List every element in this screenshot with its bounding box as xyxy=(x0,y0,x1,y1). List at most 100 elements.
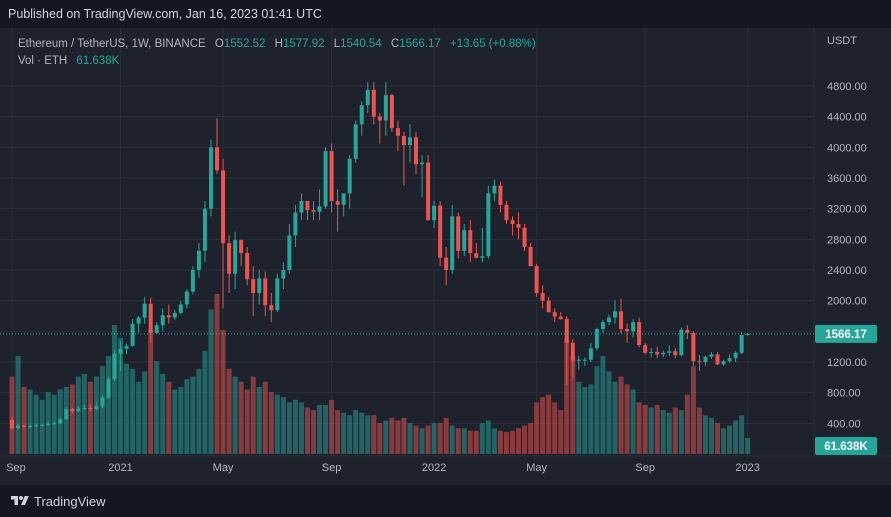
candle-body xyxy=(389,95,394,129)
volume-bar xyxy=(142,371,148,454)
candlestick-chart[interactable]: USDT400.00800.001200.001600.002000.00240… xyxy=(0,28,891,485)
volume-bar xyxy=(341,412,347,454)
candle-body xyxy=(227,243,232,274)
volume-bar xyxy=(702,415,708,454)
volume-bar xyxy=(516,428,522,454)
volume-bar xyxy=(648,407,654,454)
candle-body xyxy=(371,89,376,117)
candle-body xyxy=(679,329,684,356)
candle-body xyxy=(450,216,455,270)
candle-body xyxy=(130,323,135,346)
candle-body xyxy=(112,353,117,379)
candle-body xyxy=(456,216,461,251)
volume-bar xyxy=(160,374,166,454)
volume-bar xyxy=(594,366,600,454)
volume-bar xyxy=(226,368,232,454)
volume-bar xyxy=(184,379,190,454)
candle-body xyxy=(661,352,666,355)
volume-bar xyxy=(256,386,262,454)
candle-body xyxy=(28,426,33,428)
legend-vol-value: 61.638K xyxy=(76,55,120,67)
volume-bar xyxy=(148,330,154,454)
legend-volume-row: Vol · ETH 61.638K xyxy=(18,53,536,70)
candle-body xyxy=(745,333,750,336)
candle-body xyxy=(323,151,328,207)
candle-body xyxy=(100,397,105,407)
candle-body xyxy=(40,424,45,426)
volume-bar xyxy=(528,423,534,454)
volume-bar xyxy=(401,417,407,454)
candle-body xyxy=(715,354,720,365)
candle-body xyxy=(643,345,648,353)
volume-bar xyxy=(473,430,479,454)
volume-bar xyxy=(286,402,292,454)
x-tick-label: Sep xyxy=(635,462,655,474)
candle-body xyxy=(88,408,93,410)
candle-body xyxy=(685,329,690,333)
volume-bar xyxy=(202,350,208,454)
candle-body xyxy=(341,193,346,205)
volume-bar xyxy=(509,430,515,454)
candle-body xyxy=(142,303,147,318)
candle-body xyxy=(245,253,250,280)
volume-bar xyxy=(715,423,721,454)
candle-body xyxy=(154,325,159,333)
volume-bar xyxy=(39,399,45,454)
candle-body xyxy=(184,291,189,305)
volume-bar xyxy=(136,381,142,454)
volume-bar xyxy=(522,425,528,454)
y-tick-label: 4400.00 xyxy=(827,112,867,124)
last-price-badge xyxy=(815,324,877,343)
legend-close-label: C xyxy=(390,38,400,50)
volume-bar xyxy=(317,404,323,454)
price-axis xyxy=(814,28,891,485)
candle-body xyxy=(540,293,545,301)
volume-bar xyxy=(75,376,81,454)
volume-bar xyxy=(93,376,99,454)
legend-open-label: O xyxy=(214,38,224,50)
candle-body xyxy=(697,361,702,363)
y-tick-label: 2400.00 xyxy=(827,265,867,277)
candle-body xyxy=(208,147,213,209)
candle-body xyxy=(498,185,503,205)
volume-bar xyxy=(497,430,503,454)
candle-body xyxy=(468,230,473,254)
y-tick-label: 800.00 xyxy=(827,388,861,400)
volume-bar xyxy=(745,438,751,454)
candle-body xyxy=(727,358,732,362)
volume-bar xyxy=(208,309,214,454)
candle-body xyxy=(190,270,195,292)
volume-bar xyxy=(485,420,491,454)
y-tick-label: 1200.00 xyxy=(827,357,867,369)
volume-bar xyxy=(347,415,353,454)
y-tick-label: 2800.00 xyxy=(827,234,867,246)
volume-bar xyxy=(81,374,87,454)
volume-bar xyxy=(371,415,377,454)
legend-low-value: 1540.54 xyxy=(340,38,382,50)
volume-bar xyxy=(105,355,111,454)
volume-bar xyxy=(298,402,304,454)
volume-bar xyxy=(654,404,660,454)
volume-bar xyxy=(359,412,365,454)
candle-body xyxy=(172,312,177,318)
volume-bar xyxy=(630,389,636,454)
candle-body xyxy=(739,335,744,353)
volume-bar xyxy=(244,389,250,454)
candle-body xyxy=(160,315,165,326)
volume-bar xyxy=(63,386,69,454)
candle-body xyxy=(269,305,274,311)
candle-body xyxy=(64,409,69,420)
candle-body xyxy=(202,208,207,251)
volume-bar xyxy=(636,402,642,454)
volume-bar xyxy=(112,324,118,454)
candle-body xyxy=(480,256,485,258)
candle-body xyxy=(377,116,382,121)
candle-body xyxy=(709,354,714,357)
volume-bar xyxy=(87,381,93,454)
volume-bar xyxy=(708,417,714,454)
volume-bar xyxy=(395,420,401,454)
tradingview-logo-icon xyxy=(11,496,29,505)
candle-body xyxy=(287,235,292,270)
volume-bar xyxy=(353,410,359,454)
published-banner: Published on TradingView.com, Jan 16, 20… xyxy=(0,0,891,28)
